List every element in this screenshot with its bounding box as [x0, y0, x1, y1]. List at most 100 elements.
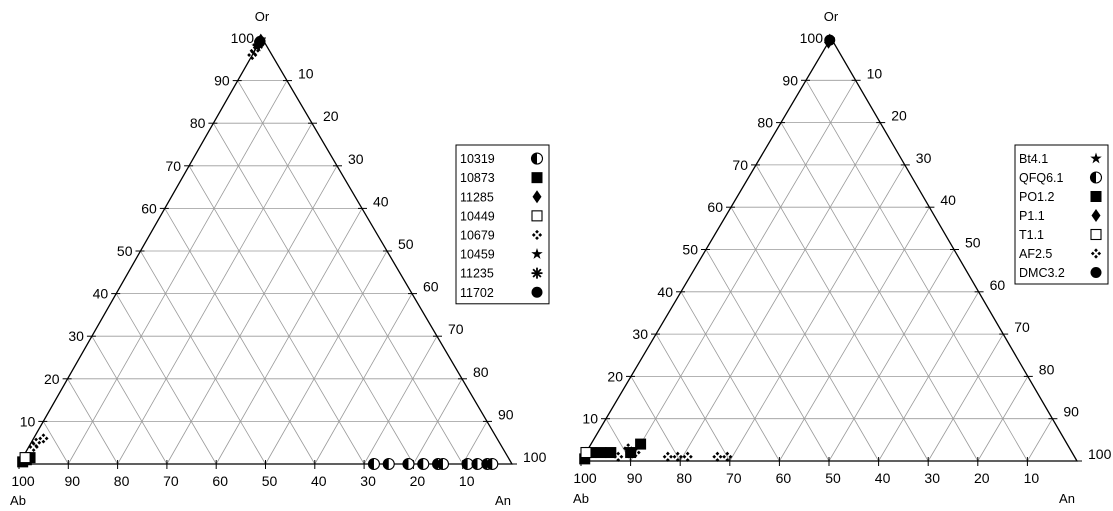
tick-label-or-30: 30	[632, 326, 648, 342]
tick-label-an-30: 30	[348, 151, 364, 167]
grid-line-ab-10	[237, 80, 464, 465]
legend-label: 10449	[460, 209, 495, 223]
tick-label-or-80: 80	[757, 115, 773, 131]
data-point-10679-4	[247, 49, 258, 61]
grid-line-ab-30	[188, 165, 365, 465]
tick-label-ab-50: 50	[262, 473, 278, 489]
tick-label-or-100: 100	[800, 30, 824, 46]
data-point-10449-0	[19, 452, 31, 464]
tick-label-an-70: 70	[1014, 319, 1030, 335]
vertex-label-left: Ab	[573, 491, 589, 506]
data-points	[17, 33, 499, 471]
legend-marker-P1.1	[1091, 209, 1101, 222]
data-point-PO1.2-5	[635, 438, 647, 450]
data-point-PO1.2-3	[605, 447, 617, 459]
tick-label-or-40: 40	[93, 286, 109, 302]
tick-label-or-90: 90	[782, 72, 798, 88]
data-point-PO1.2-0	[579, 453, 591, 465]
legend-label: Bt4.1	[1019, 152, 1048, 166]
tick-label-an-20: 20	[323, 108, 339, 124]
tick-label-or-100: 100	[231, 30, 255, 46]
data-point-10319-2	[402, 457, 415, 471]
tick-label-ab-30: 30	[924, 470, 940, 486]
legend-marker-11235	[531, 267, 543, 279]
data-point-PO1.2-2	[595, 447, 607, 459]
tick-label-or-10: 10	[582, 411, 598, 427]
data-point-AF2.5-3	[662, 451, 673, 462]
grid-line-an-80	[413, 378, 463, 465]
data-point-10319-3	[417, 457, 430, 471]
tick-label-ab-90: 90	[65, 473, 81, 489]
data-point-T1.1-0	[580, 446, 592, 459]
tick-marks	[580, 37, 1082, 466]
legend-label: P1.1	[1019, 209, 1045, 223]
vertex-label-right: An	[495, 493, 511, 508]
tick-labels: 10 10 10 20 20 20 30 30 30 40 40 40 50 50 50 60 60 60 70 70…	[11, 30, 546, 489]
tick-label-ab-10: 10	[459, 473, 475, 489]
legend-marker-11285	[532, 190, 542, 204]
legend-marker-10449	[531, 210, 543, 222]
grid-line-ab-80	[630, 376, 681, 462]
legend-marker-11702	[531, 286, 543, 298]
vertex-label-top: Or	[824, 9, 839, 24]
grid-line-an-70	[927, 333, 1004, 462]
tick-label-or-60: 60	[141, 200, 157, 216]
grid-line-ab-50	[705, 249, 830, 462]
tick-label-ab-20: 20	[410, 473, 426, 489]
tick-label-an-20: 20	[891, 108, 907, 124]
tick-label-an-80: 80	[473, 364, 489, 380]
tick-label-or-70: 70	[732, 157, 748, 173]
grid-line-an-30	[729, 164, 906, 462]
ternary-chart-left: 10 10 10 20 20 20 30 30 30 40 40 40 50 50 50 60 60 60 70 70…	[10, 9, 550, 508]
grid-line-an-50	[828, 249, 955, 462]
tick-label-an-10: 10	[867, 65, 883, 81]
grid-line-ab-60	[115, 293, 217, 465]
legend-label: DMC3.2	[1019, 266, 1065, 280]
legend-label: AF2.5	[1019, 247, 1052, 261]
grid-line-ab-90	[42, 421, 69, 465]
data-point-DMC3.2-0	[824, 34, 836, 46]
legend: 10319 10873 11285 10449 10679 10459 11235 11702	[455, 144, 550, 305]
legend-marker-AF2.5	[1090, 248, 1102, 259]
tick-label-or-40: 40	[657, 284, 673, 300]
grid-line-an-60	[314, 293, 413, 465]
legend-label: 10873	[460, 171, 495, 185]
grid-line-an-90	[1027, 418, 1053, 462]
legend-label: QFQ6.1	[1019, 171, 1064, 185]
tick-label-an-80: 80	[1039, 361, 1055, 377]
legend-marker-10873	[531, 172, 543, 184]
tick-label-ab-80: 80	[676, 470, 692, 486]
grid-line-an-30	[166, 165, 338, 465]
tick-label-ab-70: 70	[726, 470, 742, 486]
vertex-label-top: Or	[255, 9, 270, 24]
tick-label-an-60: 60	[423, 279, 439, 295]
tick-label-ab-70: 70	[163, 473, 179, 489]
legend-label: T1.1	[1019, 228, 1044, 242]
data-point-AF2.5-5	[682, 451, 693, 462]
tick-label-ab-50: 50	[825, 470, 841, 486]
legend-marker-DMC3.2	[1090, 267, 1102, 278]
data-point-10319-9	[486, 457, 499, 471]
tick-label-or-60: 60	[707, 199, 723, 215]
grid-line-ab-60	[680, 291, 780, 462]
grid-line-an-10	[630, 80, 856, 462]
data-points	[579, 33, 836, 465]
tick-label-or-80: 80	[190, 115, 206, 131]
legend-marker-10319	[530, 152, 544, 165]
legend-marker-PO1.2	[1090, 191, 1102, 202]
tick-label-an-90: 90	[1063, 404, 1079, 420]
legend-label: 11235	[460, 267, 494, 281]
data-point-10319-7	[471, 457, 484, 471]
legend-marker-10679	[531, 229, 543, 241]
tick-label-an-50: 50	[398, 236, 414, 252]
tick-label-or-70: 70	[166, 158, 182, 174]
grid-line-an-10	[67, 80, 288, 465]
tick-marks	[18, 37, 517, 469]
vertex-label-left: Ab	[10, 493, 26, 508]
legend-marker-T1.1	[1090, 228, 1102, 241]
grid-line-an-60	[878, 291, 979, 462]
grid-line-an-90	[462, 421, 488, 465]
data-point-10319-1	[382, 457, 395, 471]
grid-line-ab-50	[140, 250, 266, 465]
